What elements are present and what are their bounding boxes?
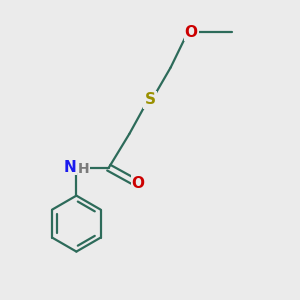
Text: H: H [78,162,89,176]
Text: O: O [132,176,145,191]
Text: S: S [145,92,155,107]
Text: N: N [64,160,76,175]
Text: O: O [185,25,198,40]
